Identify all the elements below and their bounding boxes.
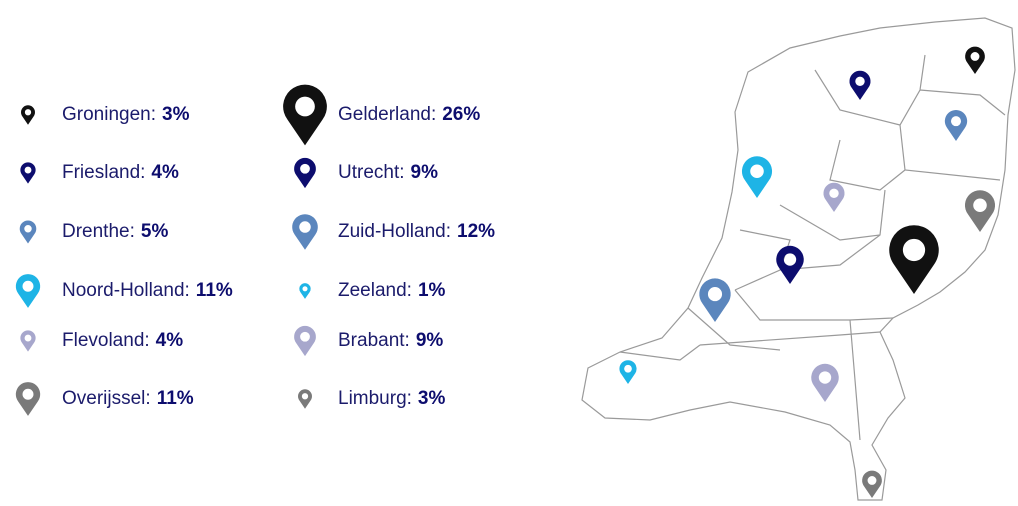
province-name: Gelderland: xyxy=(338,104,436,125)
province-value: 4% xyxy=(151,162,179,183)
legend-pin xyxy=(15,274,41,308)
province-name: Friesland: xyxy=(62,162,145,183)
legend-label: Zuid-Holland: 12% xyxy=(338,221,495,242)
map-pin xyxy=(964,190,996,232)
map-pin xyxy=(889,225,939,294)
map-pin xyxy=(849,70,871,100)
legend-label: Utrecht: 9% xyxy=(338,162,438,183)
province-name: Zeeland: xyxy=(338,280,412,301)
legend-pin xyxy=(20,162,36,184)
legend: Groningen: 3% Friesland: 4% Drenthe: 5% Noord-… xyxy=(15,84,495,416)
legend-label: Brabant: 9% xyxy=(338,330,443,351)
province-name: Drenthe: xyxy=(62,221,135,242)
legend-label: Groningen: 3% xyxy=(62,104,190,125)
legend-label: Zeeland: 1% xyxy=(338,280,446,301)
province-name: Brabant: xyxy=(338,330,410,351)
legend-label: Friesland: 4% xyxy=(62,162,179,183)
map-pin xyxy=(619,360,637,384)
province-name: Flevoland: xyxy=(62,330,150,351)
map-pin xyxy=(944,109,968,141)
map-pin xyxy=(741,156,773,198)
legend-label: Gelderland: 26% xyxy=(338,104,480,125)
province-value: 4% xyxy=(156,330,184,351)
province-name: Utrecht: xyxy=(338,162,405,183)
map-pin xyxy=(823,182,845,212)
province-value: 26% xyxy=(442,104,480,125)
legend-pin xyxy=(292,214,318,250)
legend-pin xyxy=(20,330,36,352)
province-name: Limburg: xyxy=(338,388,412,409)
province-value: 11% xyxy=(196,280,233,301)
legend-label: Drenthe: 5% xyxy=(62,221,168,242)
legend-pin xyxy=(294,325,316,357)
province-value: 5% xyxy=(141,221,169,242)
map-pin xyxy=(965,46,985,74)
province-value: 1% xyxy=(418,280,446,301)
province-value: 9% xyxy=(411,162,439,183)
legend-label: Limburg: 3% xyxy=(338,388,445,409)
province-name: Zuid-Holland: xyxy=(338,221,451,242)
legend-label: Noord-Holland: 11% xyxy=(62,280,233,301)
map-pin xyxy=(699,278,731,322)
legend-pin xyxy=(21,105,35,125)
province-value: 9% xyxy=(416,330,444,351)
legend-pin xyxy=(294,157,316,189)
map-pin xyxy=(862,470,882,498)
province-name: Groningen: xyxy=(62,104,156,125)
map-pins xyxy=(619,46,996,498)
province-name: Overijssel: xyxy=(62,388,151,409)
legend-pin xyxy=(298,389,312,409)
province-name: Noord-Holland: xyxy=(62,280,190,301)
map-pin xyxy=(811,363,839,402)
legend-label: Overijssel: 11% xyxy=(62,388,194,409)
legend-pin xyxy=(19,220,37,244)
province-value: 3% xyxy=(418,388,446,409)
province-value: 12% xyxy=(457,221,495,242)
legend-pin xyxy=(15,382,41,416)
legend-pin xyxy=(299,283,311,299)
province-value: 3% xyxy=(162,104,190,125)
province-value: 11% xyxy=(157,388,194,409)
legend-pin xyxy=(283,84,327,146)
map-pin xyxy=(776,245,804,284)
legend-label: Flevoland: 4% xyxy=(62,330,183,351)
